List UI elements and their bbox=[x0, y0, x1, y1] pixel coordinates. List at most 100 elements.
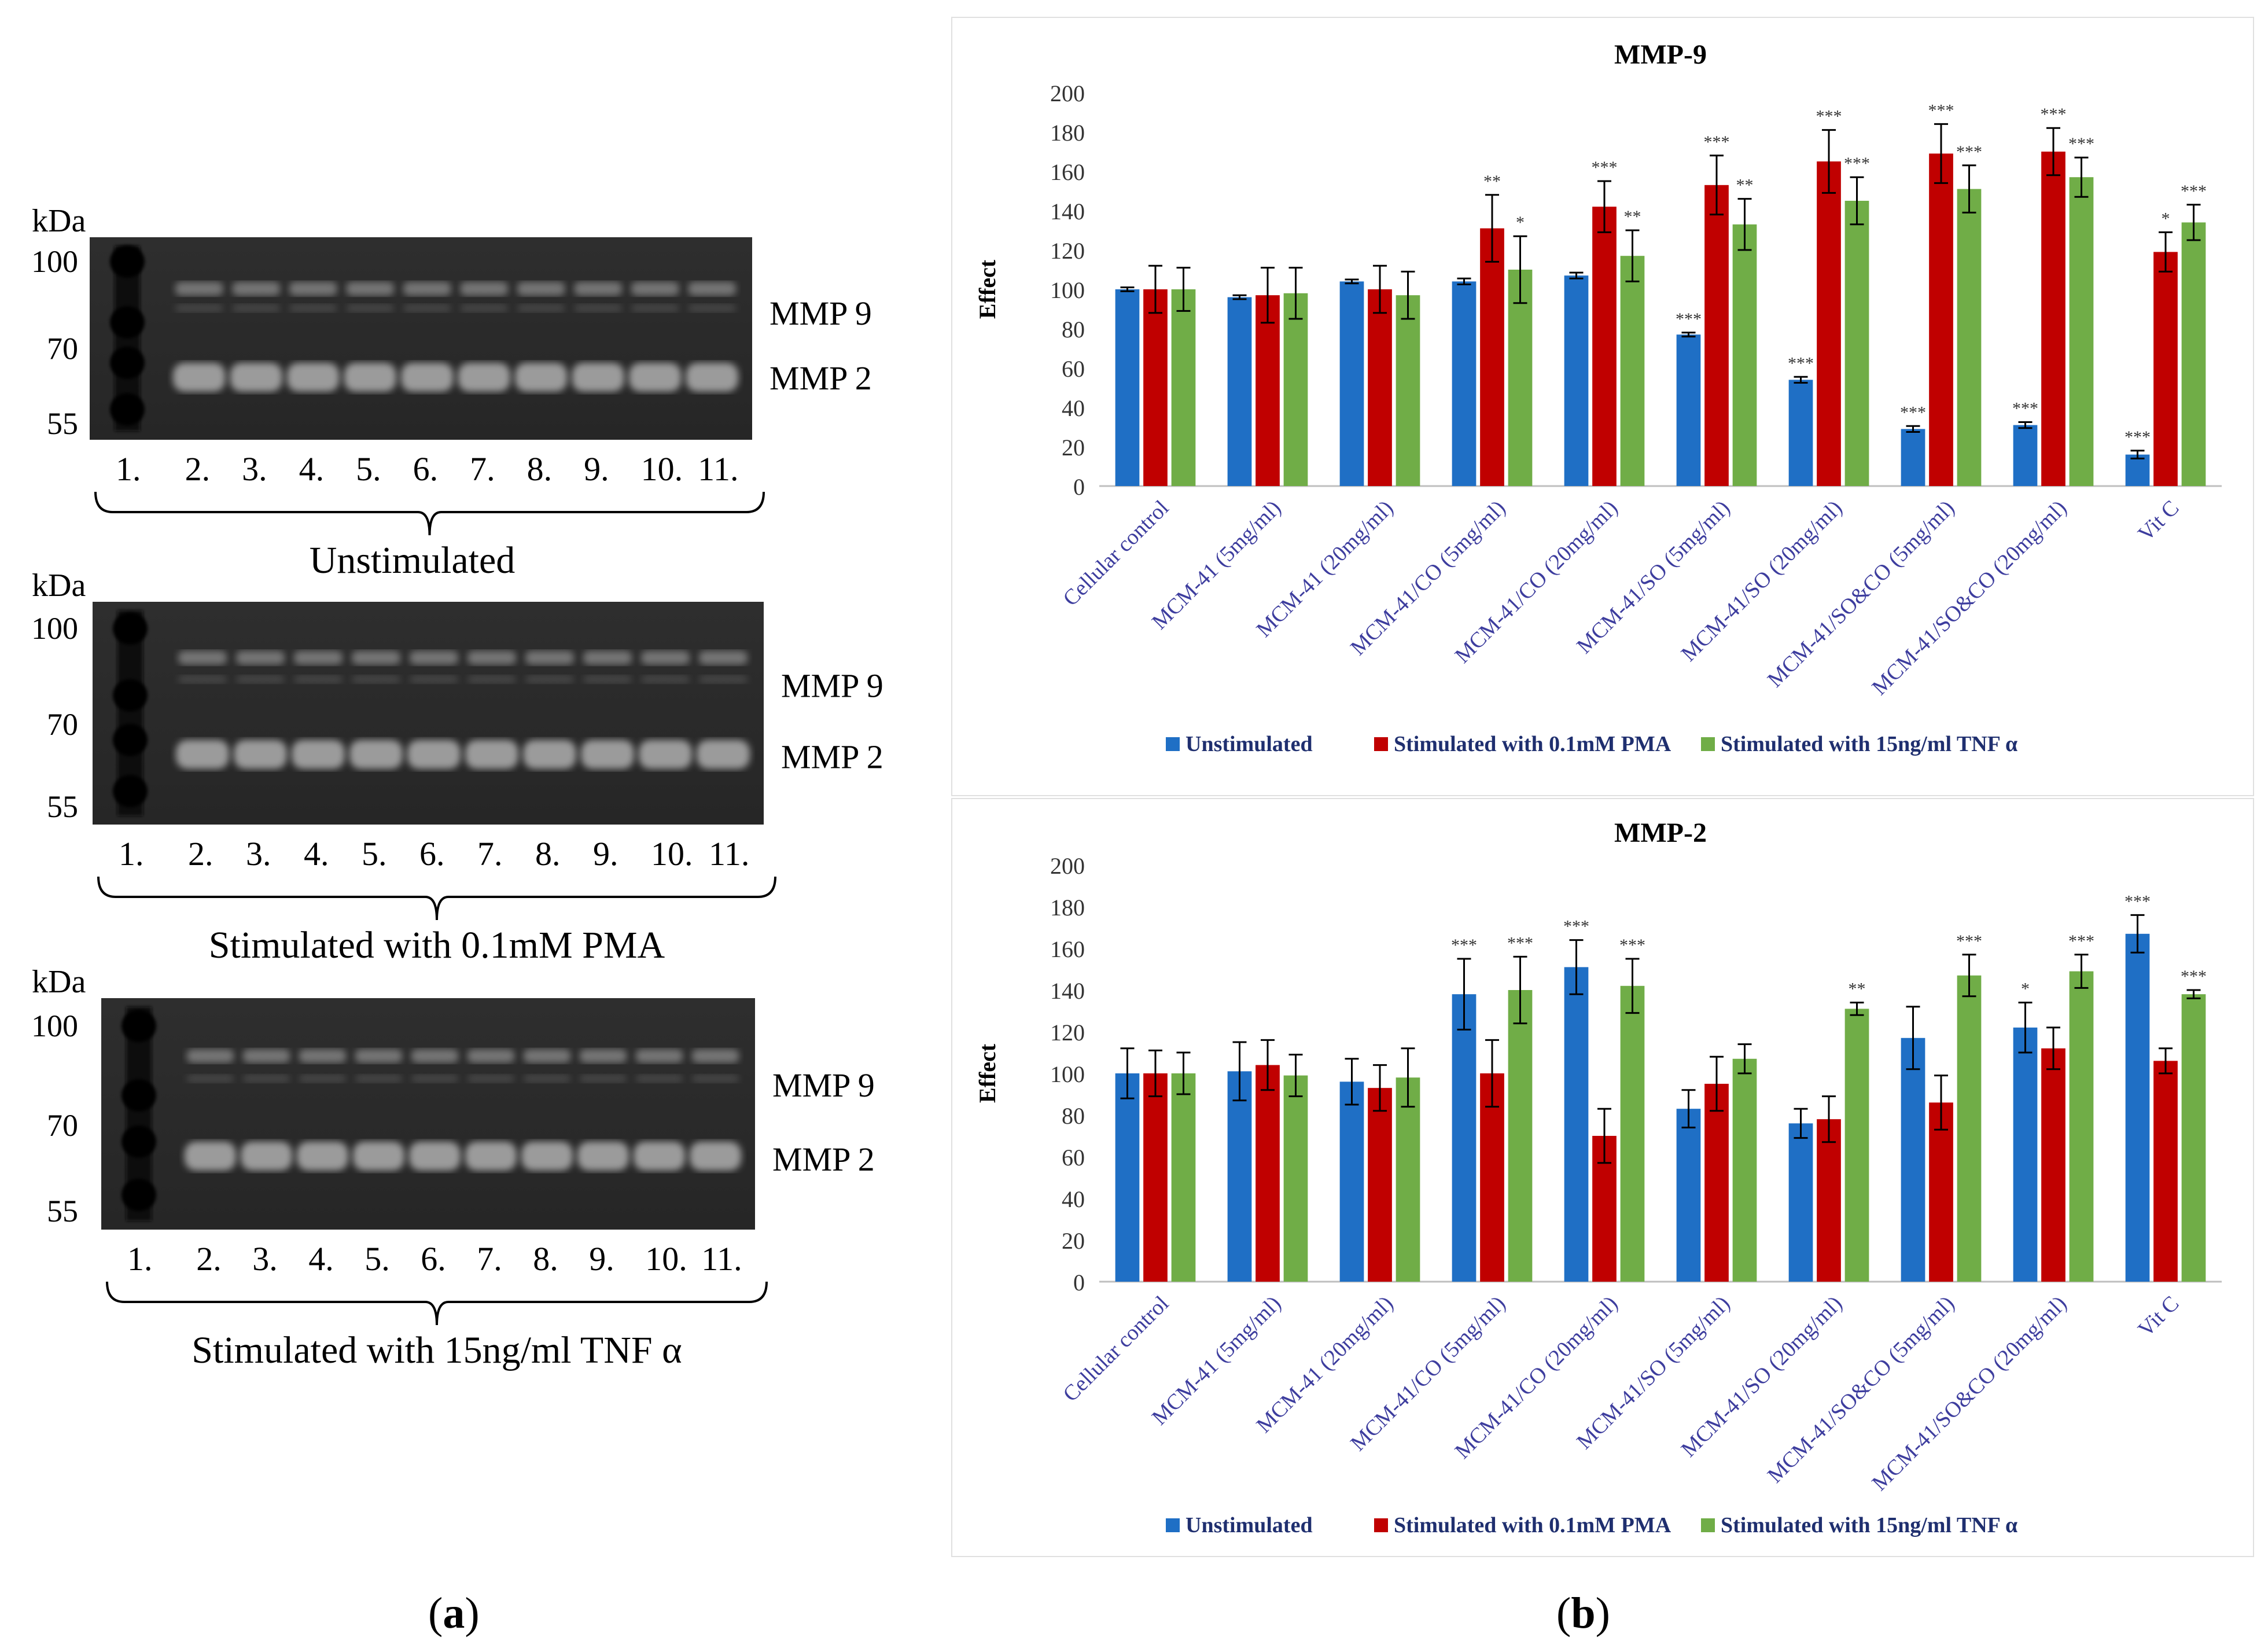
minor-band bbox=[186, 1075, 234, 1083]
bar bbox=[1452, 994, 1477, 1282]
bar bbox=[1115, 289, 1140, 486]
y-tick-label: 60 bbox=[1062, 1145, 1085, 1171]
y-tick-label: 20 bbox=[1062, 1228, 1085, 1254]
minor-band bbox=[467, 675, 516, 684]
significance-label: *** bbox=[1956, 142, 1982, 161]
y-tick-label: 0 bbox=[1073, 1270, 1085, 1296]
minor-band bbox=[460, 304, 509, 312]
lane-number: 9. bbox=[593, 835, 618, 873]
bar bbox=[1788, 380, 1813, 486]
lane-number: 8. bbox=[533, 1240, 558, 1278]
kda-label: kDa bbox=[32, 203, 86, 239]
bar bbox=[1676, 1109, 1701, 1282]
minor-band bbox=[242, 1075, 290, 1083]
lane-number: 5. bbox=[362, 835, 387, 873]
ladder-band bbox=[121, 1010, 156, 1042]
lane-number: 4. bbox=[304, 835, 329, 873]
mmp9-band bbox=[294, 650, 343, 665]
lane-number: 7. bbox=[470, 450, 495, 488]
lane-number: 11. bbox=[698, 450, 738, 488]
bar bbox=[1817, 161, 1841, 486]
mmp2-label: MMP 2 bbox=[769, 359, 872, 397]
mmp9-band bbox=[467, 1049, 515, 1063]
lane-number: 9. bbox=[584, 450, 609, 488]
y-axis-label: Effect bbox=[974, 1043, 1000, 1103]
y-tick-label: 160 bbox=[1050, 936, 1085, 962]
marker-label: 55 bbox=[47, 1194, 78, 1228]
bar bbox=[1732, 224, 1757, 486]
bar bbox=[1283, 293, 1308, 486]
bar bbox=[1508, 990, 1533, 1282]
mmp2-band bbox=[465, 739, 518, 769]
lane-number: 7. bbox=[477, 1240, 502, 1278]
lane-number: 3. bbox=[252, 1240, 278, 1278]
bar bbox=[1817, 1119, 1841, 1282]
mmp9-band bbox=[403, 282, 451, 296]
lane-number: 7. bbox=[477, 835, 503, 873]
mmp9-band bbox=[699, 650, 748, 665]
mmp2-band bbox=[296, 1142, 349, 1171]
mmp9-band bbox=[523, 1049, 571, 1063]
y-tick-label: 80 bbox=[1062, 1103, 1085, 1129]
ladder-band bbox=[113, 775, 148, 808]
bar bbox=[1171, 289, 1196, 486]
mmp9-band bbox=[289, 282, 337, 296]
significance-label: *** bbox=[1451, 936, 1477, 955]
mmp9-label: MMP 9 bbox=[781, 667, 883, 704]
x-tick-label: MCM-41/SO&CO (20mg/ml) bbox=[1867, 1292, 2071, 1496]
mmp9-band bbox=[574, 282, 623, 296]
bar bbox=[2125, 933, 2150, 1282]
minor-band bbox=[410, 675, 458, 684]
minor-band bbox=[523, 1075, 571, 1083]
minor-band bbox=[346, 304, 395, 312]
gel-condition-label: Stimulated with 0.1mM PMA bbox=[209, 924, 665, 966]
y-tick-label: 180 bbox=[1050, 120, 1085, 146]
mmp2-band bbox=[686, 363, 739, 392]
lane-number: 4. bbox=[299, 450, 325, 488]
marker-label: 100 bbox=[31, 1009, 78, 1043]
minor-band bbox=[236, 675, 285, 684]
bar bbox=[1929, 153, 1953, 486]
y-tick-label: 80 bbox=[1062, 317, 1085, 343]
minor-band bbox=[699, 675, 748, 684]
minor-band bbox=[294, 675, 343, 684]
chart-panel: MMP-9 0 20 40 60 80 100 120 140 160 180 200 Effect Ce… bbox=[949, 0, 2257, 1649]
mmp2-band bbox=[639, 739, 692, 769]
marker-label: 70 bbox=[47, 1108, 78, 1143]
mmp2-band bbox=[400, 363, 454, 392]
bar bbox=[1227, 297, 1252, 486]
y-tick-label: 0 bbox=[1073, 474, 1085, 500]
chart-frame bbox=[951, 798, 2254, 1557]
bar bbox=[1564, 967, 1589, 1282]
kda-label: kDa bbox=[32, 964, 86, 1000]
charts-svg: MMP-9020406080100120140160180200EffectCe… bbox=[951, 17, 2254, 1557]
x-tick-label: Cellular control bbox=[1058, 1292, 1173, 1407]
lane-number: 2. bbox=[185, 450, 211, 488]
mmp9-band bbox=[242, 1049, 290, 1063]
y-tick-label: 40 bbox=[1062, 395, 1085, 421]
ladder-band bbox=[113, 679, 148, 712]
significance-label: * bbox=[2021, 980, 2030, 999]
y-tick-label: 60 bbox=[1062, 356, 1085, 382]
lane-number: 5. bbox=[356, 450, 381, 488]
lane-brace bbox=[97, 876, 776, 921]
legend-label: Stimulated with 15ng/ml TNF α bbox=[1721, 1513, 2017, 1537]
lane-number: 8. bbox=[535, 835, 561, 873]
mmp2-band bbox=[234, 739, 287, 769]
lane-number: 1. bbox=[116, 450, 141, 488]
significance-label: *** bbox=[2181, 182, 2207, 201]
chart-mmp-2: MMP-2 0 20 40 60 80 100 120 140 160 180 200 Effect Ce… bbox=[974, 818, 2222, 1537]
bar bbox=[1255, 1065, 1280, 1282]
y-tick-label: 140 bbox=[1050, 198, 1085, 225]
ladder-band bbox=[110, 306, 145, 339]
bar bbox=[1844, 201, 1869, 486]
significance-label: *** bbox=[2181, 967, 2207, 986]
y-tick-label: 180 bbox=[1050, 895, 1085, 921]
bar bbox=[1171, 1073, 1196, 1282]
significance-label: *** bbox=[1928, 101, 1954, 120]
bar bbox=[1704, 185, 1729, 486]
y-tick-label: 120 bbox=[1050, 1020, 1085, 1046]
mmp2-label: MMP 2 bbox=[781, 738, 883, 776]
x-tick-label: MCM-41/SO&CO (20mg/ml) bbox=[1867, 496, 2071, 700]
lane-number: 1. bbox=[119, 835, 144, 873]
